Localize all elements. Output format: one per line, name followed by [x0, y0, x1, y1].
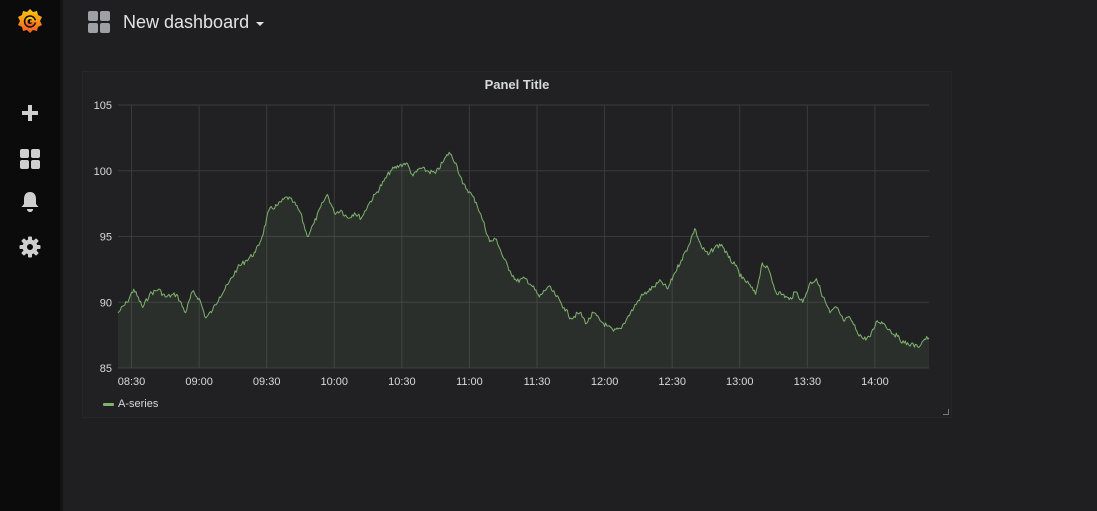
legend-series-swatch[interactable] — [103, 402, 114, 406]
dashboard-title: New dashboard — [123, 11, 250, 32]
graph-panel: Panel Title 85 90 95 100 105 08:30 09:00 09:30 1… — [82, 71, 952, 418]
alerting-menu-button[interactable] — [0, 182, 60, 222]
dashboard-apps-icon — [88, 11, 110, 33]
dashboards-menu-button[interactable] — [0, 139, 60, 179]
y-tick-label: 95 — [100, 232, 112, 244]
bell-icon — [21, 192, 39, 212]
plus-icon — [22, 105, 38, 121]
grafana-logo-icon — [18, 9, 42, 33]
series-area-fill — [118, 152, 929, 368]
main-area: New dashboard Panel Title 85 90 95 100 105 08… — [60, 0, 1097, 511]
legend: A-series — [103, 398, 158, 410]
panel-resize-handle[interactable] — [943, 409, 949, 415]
x-tick-label: 10:00 — [321, 376, 349, 388]
dashboard-title-dropdown[interactable]: New dashboard — [123, 11, 265, 33]
graph-chart[interactable]: 85 90 95 100 105 08:30 09:00 09:30 10:00 10:30 11:… — [83, 72, 951, 417]
y-tick-label: 85 — [100, 363, 112, 375]
grafana-logo[interactable] — [0, 0, 60, 42]
navbar: New dashboard — [87, 6, 265, 38]
x-tick-label: 13:00 — [726, 376, 754, 388]
configuration-menu-button[interactable] — [0, 227, 60, 267]
x-tick-label: 13:30 — [794, 376, 822, 388]
legend-series-label[interactable]: A-series — [118, 398, 159, 410]
x-tick-label: 12:30 — [658, 376, 686, 388]
y-tick-label: 105 — [94, 100, 112, 112]
x-tick-label: 14:00 — [861, 376, 889, 388]
x-tick-label: 08:30 — [118, 376, 146, 388]
x-tick-label: 10:30 — [388, 376, 416, 388]
side-menu — [0, 0, 60, 511]
series-line — [117, 151, 930, 348]
gear-icon — [19, 236, 41, 258]
y-tick-label: 90 — [100, 297, 112, 309]
x-tick-label: 09:30 — [253, 376, 281, 388]
panel-title[interactable]: Panel Title — [484, 77, 550, 92]
x-tick-label: 12:00 — [591, 376, 619, 388]
y-tick-label: 100 — [94, 166, 112, 178]
x-tick-label: 11:00 — [456, 376, 483, 388]
x-tick-label: 11:30 — [524, 376, 551, 388]
apps-icon — [20, 149, 40, 169]
x-tick-label: 09:00 — [185, 376, 213, 388]
create-menu-button[interactable] — [0, 93, 60, 133]
caret-down-icon — [256, 21, 265, 26]
